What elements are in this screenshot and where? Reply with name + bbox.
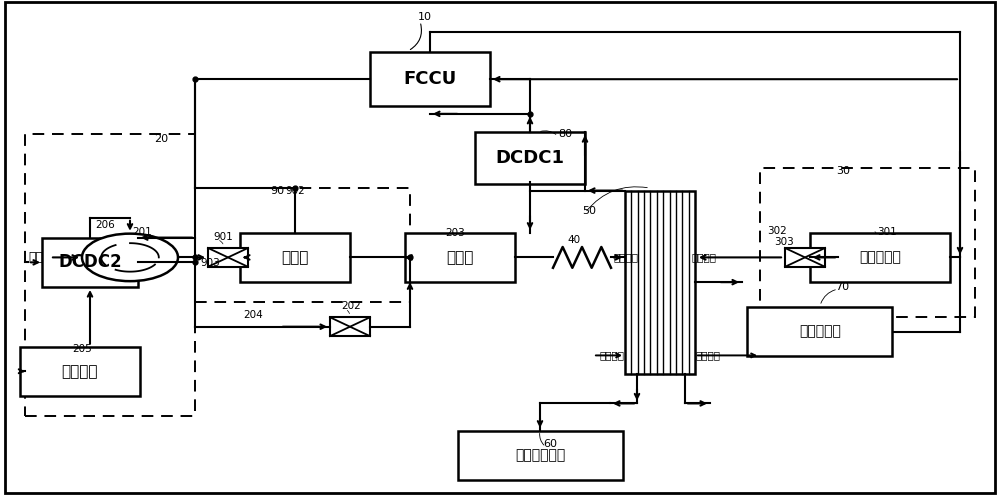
Bar <box>42 238 138 287</box>
Text: 30: 30 <box>836 166 850 176</box>
Bar <box>25 134 195 416</box>
Text: DCDC1: DCDC1 <box>496 149 564 167</box>
Text: 阳极入口: 阳极入口 <box>692 252 717 262</box>
Text: 内阻检测组件: 内阻检测组件 <box>515 448 565 462</box>
Text: 20: 20 <box>154 134 168 144</box>
Text: 206: 206 <box>95 220 115 230</box>
Text: 阴极出口: 阴极出口 <box>600 350 625 360</box>
Bar <box>405 233 515 282</box>
Text: 205: 205 <box>72 345 92 354</box>
Text: 202: 202 <box>341 301 361 311</box>
Text: 40: 40 <box>567 235 580 245</box>
Bar <box>747 307 892 356</box>
Text: 10: 10 <box>418 12 432 22</box>
Bar <box>208 248 248 267</box>
Text: 901: 901 <box>213 232 233 242</box>
Text: DCDC2: DCDC2 <box>58 253 122 271</box>
Text: 903: 903 <box>200 258 220 268</box>
Bar <box>475 133 585 184</box>
Bar <box>195 188 410 302</box>
Bar <box>330 317 370 336</box>
Text: 阳极出口: 阳极出口 <box>696 350 721 360</box>
Text: 80: 80 <box>558 129 572 139</box>
Text: 加湿器: 加湿器 <box>446 250 474 265</box>
Text: 温度传感器: 温度传感器 <box>799 325 841 339</box>
Text: 阴极入口: 阴极入口 <box>614 252 639 262</box>
Circle shape <box>82 234 178 281</box>
Text: 204: 204 <box>243 310 263 320</box>
Text: 902: 902 <box>285 186 305 196</box>
Text: 60: 60 <box>543 440 557 449</box>
Bar <box>240 233 350 282</box>
Text: 50: 50 <box>582 206 596 216</box>
Text: 空气: 空气 <box>28 251 43 264</box>
Text: 203: 203 <box>445 228 465 238</box>
Bar <box>370 52 490 106</box>
Text: 氢气发生器: 氢气发生器 <box>859 250 901 264</box>
Text: 303: 303 <box>774 237 794 247</box>
Bar <box>785 248 825 267</box>
Text: 302: 302 <box>767 226 787 236</box>
Text: 70: 70 <box>835 282 849 292</box>
Bar <box>760 168 975 317</box>
Text: 90: 90 <box>270 186 284 196</box>
Text: 201: 201 <box>132 227 152 237</box>
Bar <box>458 431 622 480</box>
Text: 直流电源: 直流电源 <box>62 364 98 379</box>
Bar <box>810 233 950 282</box>
Text: FCCU: FCCU <box>403 70 457 88</box>
Bar <box>625 191 695 374</box>
Text: 中冷器: 中冷器 <box>281 250 309 265</box>
Bar <box>20 346 140 396</box>
Text: 301: 301 <box>877 227 897 237</box>
